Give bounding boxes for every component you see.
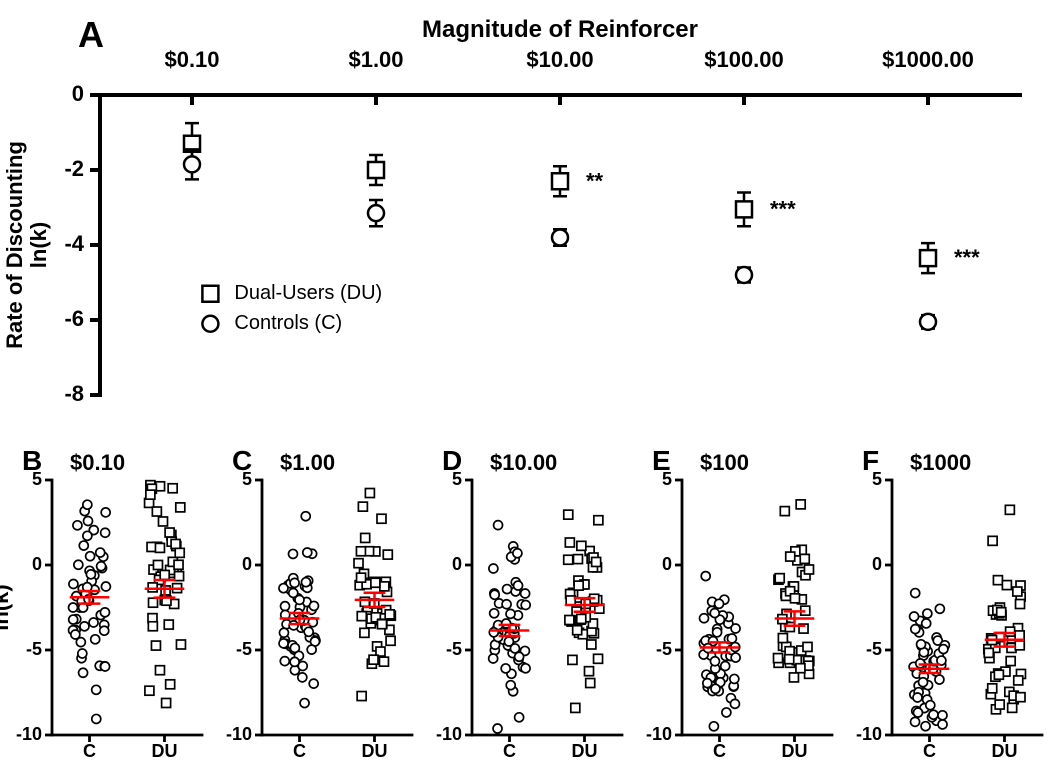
panel-letter: C [232,445,252,476]
xtick: DU [152,741,178,761]
legend-label: Controls (C) [234,312,342,334]
panel-title: $1000 [910,450,971,475]
panel-a-ytick: -6 [64,306,84,331]
ytick: 0 [242,554,252,574]
panel-a-ytick: -2 [64,156,84,181]
xtick: C [83,741,96,761]
ytick: -5 [446,639,462,659]
xtick: DU [992,741,1018,761]
panel-a-ytick: 0 [72,81,84,106]
ytick: -5 [236,639,252,659]
xtick: DU [572,741,598,761]
ytick: -5 [656,639,672,659]
panel-a-title: Magnitude of Reinforcer [422,16,698,43]
xtick: C [293,741,306,761]
panel-a-letter: A [78,14,104,55]
ytick: -10 [226,724,252,744]
ytick: -10 [856,724,882,744]
panel-a-sig: ** [586,168,604,193]
xtick: DU [362,741,388,761]
panel-letter: F [862,445,879,476]
figure-root: 0 -2 -4 -6 -8 $0.10 $1.00 $10.00 $100.00 $1000.00… [0,0,1050,769]
ytick: -10 [436,724,462,744]
panel-a-ytick: -8 [64,381,84,406]
panel-a-xtick: $10.00 [526,47,593,72]
ytick: 0 [32,554,42,574]
panel-a-xtick: $1000.00 [882,47,974,72]
xtick: DU [782,741,808,761]
panel-a-xtick: $1.00 [348,47,403,72]
ytick: -5 [866,639,882,659]
xtick: C [713,741,726,761]
ytick: -10 [16,724,42,744]
panel-a-xtick: $100.00 [704,47,784,72]
ylabel: ln(k) [0,584,13,630]
ytick: 0 [872,554,882,574]
panel-title: $0.10 [70,450,125,475]
ytick: 0 [452,554,462,574]
ytick: 0 [662,554,672,574]
ytick: -10 [646,724,672,744]
panel-title: $10.00 [490,450,557,475]
legend-label: Dual-Users (DU) [234,282,382,304]
ytick: -5 [26,639,42,659]
panel-title: $100 [700,450,749,475]
panel-a-xtick: $0.10 [164,47,219,72]
xtick: C [503,741,516,761]
panel-letter: D [442,445,462,476]
panel-letter: E [652,445,671,476]
panel-a-sig: *** [770,196,796,221]
panel-letter: B [22,445,42,476]
panel-a-sig: *** [954,245,980,270]
panel-a-ytick: -4 [64,231,84,256]
xtick: C [923,741,936,761]
panel-title: $1.00 [280,450,335,475]
